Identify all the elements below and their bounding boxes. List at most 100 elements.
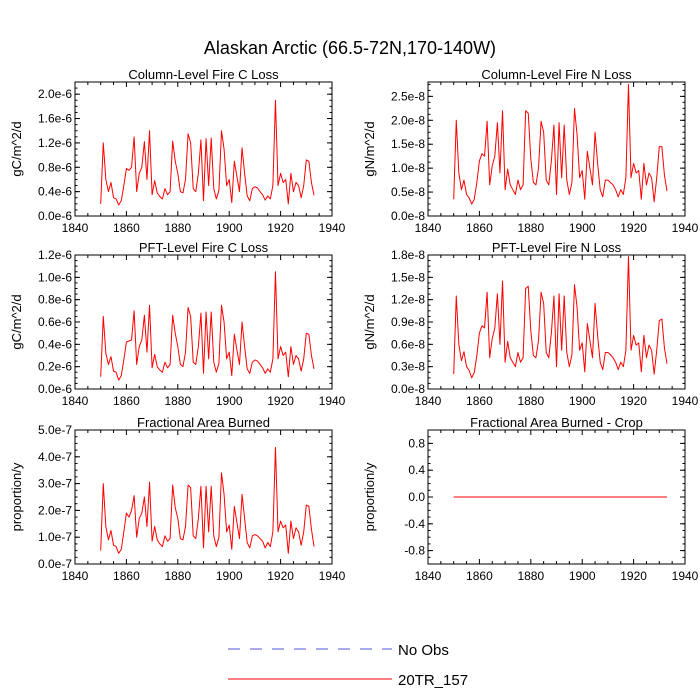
- y-tick-label: 0.4: [408, 463, 425, 477]
- y-tick-label: 1.2e-8: [391, 293, 425, 307]
- x-tick-label: 1840: [415, 394, 442, 408]
- y-tick-label: 0.0e-7: [38, 557, 72, 571]
- y-tick-label: 0.9e-8: [391, 315, 425, 329]
- y-tick-label: 0.4e-6: [38, 185, 72, 199]
- panel-title: Fractional Area Burned: [137, 415, 270, 430]
- series-line-20tr-157: [453, 83, 668, 205]
- y-axis-label: gN/m^2/d: [362, 121, 377, 176]
- y-tick-label: 0.0e-8: [391, 209, 425, 223]
- figure-title: Alaskan Arctic (66.5-72N,170-140W): [204, 38, 496, 58]
- panel-fractional-area-burned-crop: Fractional Area Burned - Crop proportion/…: [362, 415, 699, 583]
- x-tick-label: 1860: [113, 569, 140, 583]
- x-tick-label: 1900: [216, 221, 243, 235]
- y-tick-label: 1.6e-6: [38, 112, 72, 126]
- y-tick-label: 0.3e-8: [391, 360, 425, 374]
- y-tick-label: 0.6e-8: [391, 337, 425, 351]
- y-tick-label: 0.8e-6: [38, 160, 72, 174]
- x-tick-label: 1940: [672, 394, 699, 408]
- x-tick-label: 1860: [466, 569, 493, 583]
- legend-label-20tr-157: 20TR_157: [398, 672, 468, 689]
- panel-fractional-area-burned: Fractional Area Burned proportion/y 1840 18…: [9, 415, 346, 583]
- y-tick-label: 2.0e-7: [38, 503, 72, 517]
- y-tick-label: 1.5e-8: [391, 137, 425, 151]
- plot-frame: [427, 254, 686, 390]
- y-tick-label: 1.8e-8: [391, 248, 425, 262]
- y-tick-label: 1.0e-8: [391, 161, 425, 175]
- x-tick-label: 1900: [569, 394, 596, 408]
- y-tick-label: 1.0e-6: [38, 270, 72, 284]
- x-tick-label: 1900: [569, 221, 596, 235]
- x-tick-label: 1920: [267, 221, 294, 235]
- y-tick-label: 2.0e-6: [38, 87, 72, 101]
- x-tick-label: 1860: [466, 394, 493, 408]
- x-tick-label: 1840: [415, 569, 442, 583]
- x-tick-label: 1880: [517, 221, 544, 235]
- panel-pft-level-fire-c-loss: PFT-Level Fire C Loss gC/m^2/d 1840 1860 188…: [9, 240, 346, 408]
- panel-pft-level-fire-n-loss: PFT-Level Fire N Loss gN/m^2/d 1840 1860 188…: [362, 240, 699, 408]
- y-axis-label: proportion/y: [9, 462, 24, 531]
- x-tick-label: 1940: [672, 569, 699, 583]
- x-tick-label: 1940: [319, 394, 346, 408]
- y-tick-label: 1.5e-8: [391, 270, 425, 284]
- y-tick-label: 0.4e-6: [38, 337, 72, 351]
- legend: No Obs 20TR_157: [228, 642, 468, 689]
- x-tick-label: 1920: [267, 569, 294, 583]
- x-tick-label: 1840: [415, 221, 442, 235]
- panel-title: PFT-Level Fire C Loss: [139, 240, 269, 255]
- x-tick-label: 1840: [62, 394, 89, 408]
- x-tick-label: 1880: [164, 221, 191, 235]
- y-tick-label: 0.0e-6: [38, 382, 72, 396]
- y-tick-label: 5.0e-7: [38, 423, 72, 437]
- y-axis-label: gC/m^2/d: [9, 294, 24, 349]
- x-tick-label: 1920: [620, 569, 647, 583]
- y-tick-label: 0.2e-6: [38, 360, 72, 374]
- y-tick-label: 2.5e-8: [391, 89, 425, 103]
- x-tick-label: 1900: [569, 569, 596, 583]
- series-line-20tr-157: [100, 99, 315, 206]
- legend-label-no-obs: No Obs: [398, 642, 449, 659]
- series-line-20tr-157: [453, 255, 668, 379]
- y-tick-label: 0.0: [408, 490, 425, 504]
- y-tick-label: -0.4: [404, 517, 425, 531]
- y-tick-label: 0.5e-8: [391, 185, 425, 199]
- x-tick-label: 1900: [216, 569, 243, 583]
- panel-title: Fractional Area Burned - Crop: [470, 415, 643, 430]
- plot-frame: [427, 81, 686, 217]
- panel-column-level-fire-n-loss: Column-Level Fire N Loss gN/m^2/d 1840 1860…: [362, 67, 699, 235]
- y-tick-label: 2.0e-8: [391, 113, 425, 127]
- x-tick-label: 1880: [517, 569, 544, 583]
- x-tick-label: 1920: [620, 221, 647, 235]
- panel-column-level-fire-c-loss: Column-Level Fire C Loss gC/m^2/d 1840 1860…: [9, 67, 346, 235]
- x-tick-label: 1840: [62, 221, 89, 235]
- y-tick-label: 1.2e-6: [38, 248, 72, 262]
- panel-title: Column-Level Fire N Loss: [481, 67, 632, 82]
- series-line-20tr-157: [100, 271, 315, 381]
- y-tick-label: -0.8: [404, 544, 425, 558]
- x-tick-label: 1860: [466, 221, 493, 235]
- y-tick-label: 0.8: [408, 436, 425, 450]
- x-tick-label: 1940: [319, 569, 346, 583]
- x-tick-label: 1840: [62, 569, 89, 583]
- y-tick-label: 1.2e-6: [38, 136, 72, 150]
- x-tick-label: 1880: [164, 394, 191, 408]
- y-axis-label: proportion/y: [362, 462, 377, 531]
- x-tick-label: 1860: [113, 221, 140, 235]
- y-axis-label: gC/m^2/d: [9, 121, 24, 176]
- y-axis-label: gN/m^2/d: [362, 294, 377, 349]
- y-tick-label: 0.0e-6: [38, 209, 72, 223]
- x-tick-label: 1900: [216, 394, 243, 408]
- series-line-20tr-157: [100, 446, 315, 554]
- x-tick-label: 1860: [113, 394, 140, 408]
- y-tick-label: 3.0e-7: [38, 477, 72, 491]
- x-tick-label: 1880: [517, 394, 544, 408]
- y-tick-label: 4.0e-7: [38, 450, 72, 464]
- panels: Column-Level Fire C Loss gC/m^2/d 1840 1860…: [9, 67, 699, 583]
- y-tick-label: 0.6e-6: [38, 315, 72, 329]
- x-tick-label: 1920: [267, 394, 294, 408]
- x-tick-label: 1940: [319, 221, 346, 235]
- y-tick-label: 1.0e-7: [38, 530, 72, 544]
- panel-title: PFT-Level Fire N Loss: [492, 240, 622, 255]
- x-tick-label: 1940: [672, 221, 699, 235]
- x-tick-label: 1920: [620, 394, 647, 408]
